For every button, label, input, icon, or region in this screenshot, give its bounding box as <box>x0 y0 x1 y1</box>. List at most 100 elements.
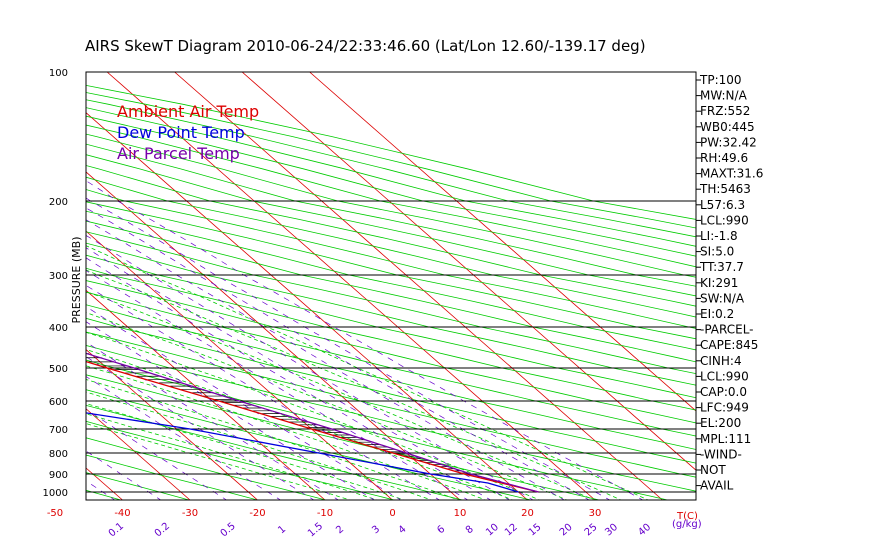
dry-adiabat-line <box>86 107 696 247</box>
mixing-ratio-tick-label: 20 <box>558 522 575 539</box>
stability-index: -WIND- <box>700 447 742 461</box>
pressure-tick-label: 300 <box>49 271 68 282</box>
dry-adiabat-line <box>86 165 696 307</box>
bottom-temperature-tick-label: 20 <box>521 508 534 519</box>
profile-air-parcel-temp <box>86 352 539 493</box>
dry-adiabat-line <box>86 280 696 424</box>
pressure-tick-labels: 100 200 300 400 500 600 700 800 900 1000 <box>43 68 68 499</box>
stability-index: LFC:949 <box>700 401 749 415</box>
legend: Ambient Air Temp Dew Point Temp Air Parcel… <box>117 102 259 163</box>
dry-adiabat-lines <box>0 72 696 501</box>
stability-index: TH:5463 <box>699 182 751 196</box>
bottom-temperature-unit: T(C) <box>676 511 698 522</box>
bottom-temperature-tick-label: -30 <box>182 508 198 519</box>
dry-adiabat-line <box>86 267 696 411</box>
stability-index: EI:0.2 <box>700 307 734 321</box>
dry-adiabat-line <box>86 345 696 492</box>
moist-adiabat-line <box>86 391 433 500</box>
dry-adiabat-line <box>86 331 696 478</box>
isotherm-line <box>174 72 663 500</box>
stability-index: EL:200 <box>700 416 741 430</box>
mixing-ratio-line <box>86 306 402 500</box>
dry-adiabat-line <box>0 72 56 501</box>
pressure-tick-label: 500 <box>49 364 68 375</box>
stability-index: CINH:4 <box>700 354 742 368</box>
dry-adiabat-line <box>86 454 259 500</box>
bottom-temperature-tick-label: 0 <box>389 508 395 519</box>
mixing-ratio-line <box>86 341 339 500</box>
mixing-ratio-tick-label: 2 <box>334 524 346 537</box>
dry-adiabat-line <box>86 220 696 363</box>
y-axis-label: PRESSURE (MB) <box>70 237 83 324</box>
dry-adiabat-line <box>86 242 696 386</box>
dry-adiabat-line <box>86 420 396 500</box>
mixing-ratio-line <box>86 480 116 500</box>
dry-adiabat-line <box>86 176 696 318</box>
dry-adiabat-line <box>86 210 696 351</box>
mixing-ratio-line <box>86 450 162 500</box>
stability-index: KI:291 <box>700 276 738 290</box>
mixing-ratio-line <box>86 180 644 500</box>
stability-index: CAPE:845 <box>700 338 758 352</box>
bottom-temperature-tick-label: -40 <box>114 508 130 519</box>
mixing-ratio-tick-label: 12 <box>503 522 520 539</box>
mixing-ratio-tick-label: 0.1 <box>107 521 126 540</box>
stability-index: LCL:990 <box>700 369 749 383</box>
mixing-ratio-tick-labels: 0.1 0.2 0.5 1 1.5 2 3 4 6 8 10 12 15 20 25 30 40 <box>107 521 653 540</box>
moist-adiabat-line <box>86 269 622 500</box>
mixing-ratio-line <box>86 408 228 500</box>
stability-index: MW:N/A <box>700 89 748 103</box>
stability-index: RH:49.6 <box>700 151 748 165</box>
stability-index: CAP:0.0 <box>700 385 747 399</box>
dry-adiabat-line <box>86 115 696 257</box>
mixing-ratio-tick-label: 10 <box>484 522 501 539</box>
isotherm-line <box>241 72 696 471</box>
mixing-ratio-line <box>86 235 534 500</box>
dry-adiabat-line <box>86 124 696 268</box>
pressure-tick-label: 100 <box>49 68 68 79</box>
stability-index: -PARCEL- <box>700 323 754 337</box>
mixing-ratio-line <box>86 219 565 500</box>
dry-adiabat-line <box>86 304 696 450</box>
stability-index: LI:-1.8 <box>700 229 738 243</box>
legend-entry: Air Parcel Temp <box>117 144 240 163</box>
dry-adiabat-line <box>86 317 696 464</box>
stability-index: AVAIL <box>700 479 734 493</box>
mixing-ratio-tick-label: 4 <box>397 524 409 537</box>
dry-adiabat-line <box>86 154 696 297</box>
mixing-ratio-tick-label: 1.5 <box>306 521 325 540</box>
bottom-temperature-tick-label: -50 <box>47 508 63 519</box>
dry-adiabat-line <box>86 254 696 399</box>
pressure-tick-label: 400 <box>49 323 68 334</box>
bottom-temperature-tick-label: 10 <box>454 508 467 519</box>
pressure-tick-label: 900 <box>49 470 68 481</box>
stability-index: MAXT:31.6 <box>700 167 763 181</box>
mixing-ratio-tick-label: 25 <box>583 522 600 539</box>
dry-adiabat-line <box>86 389 533 500</box>
pressure-tick-label: 1000 <box>43 488 68 499</box>
bottom-temperature-tick-labels: -50 -40 -30 -20 -10 0 10 20 30 <box>47 508 602 519</box>
mixing-ratio-tick-label: 0.2 <box>153 521 172 540</box>
stability-index: L57:6.3 <box>700 198 745 212</box>
mixing-ratio-line <box>86 197 611 500</box>
dry-adiabat-line <box>86 291 696 437</box>
legend-entry: Ambient Air Temp <box>117 102 259 121</box>
moist-adiabat-line <box>86 312 568 500</box>
pressure-tick-label: 200 <box>49 197 68 208</box>
stability-index: PW:32.42 <box>700 135 757 149</box>
isotherm-line <box>86 112 528 500</box>
stability-index: SI:5.0 <box>700 245 734 259</box>
profile-dew-point-temp <box>86 412 519 493</box>
dry-adiabat-line <box>86 231 696 375</box>
pressure-tick-label: 800 <box>49 449 68 460</box>
moist-adiabat-line <box>86 365 487 500</box>
stability-index: TP:100 <box>699 73 742 87</box>
mixing-ratio-line <box>86 207 590 500</box>
legend-entry: Dew Point Temp <box>117 123 245 142</box>
pressure-tick-label: 600 <box>49 397 68 408</box>
mixing-ratio-tick-label: 15 <box>527 522 544 539</box>
stability-index: NOT <box>700 463 726 477</box>
mixing-ratio-tick-label: 3 <box>370 524 382 537</box>
